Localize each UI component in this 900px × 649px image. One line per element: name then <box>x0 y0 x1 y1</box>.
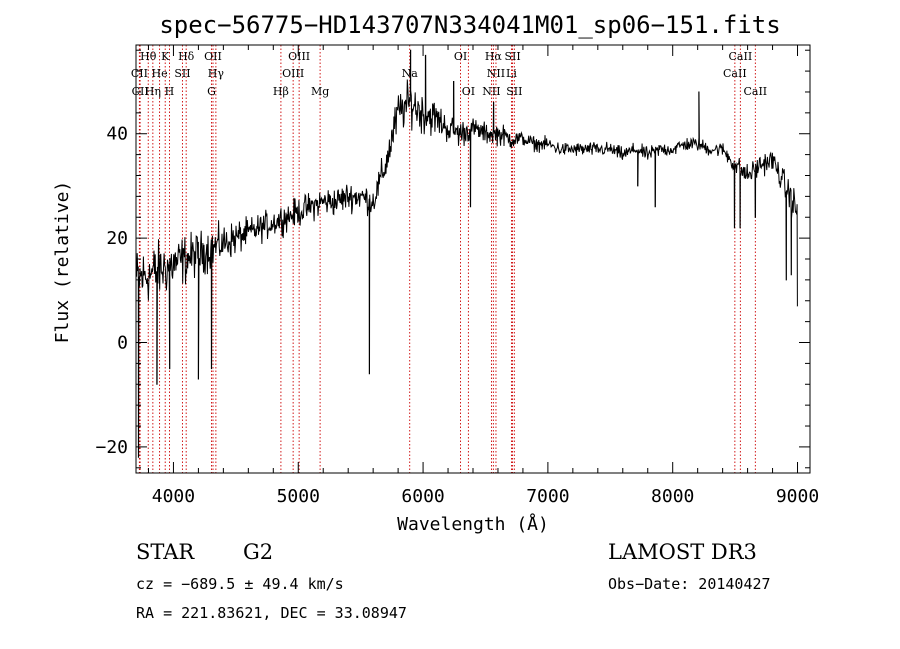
spectral-line-label: SII <box>504 50 520 63</box>
spectral-line-label: G <box>207 85 216 98</box>
spectral-line-label: SII <box>506 85 522 98</box>
spectral-line-label: OII <box>204 50 222 63</box>
x-axis-label: Wavelength (Å) <box>397 513 549 535</box>
obs-date: Obs−Date: 20140427 <box>608 575 771 593</box>
x-tick-label: 6000 <box>401 486 444 507</box>
axis-ticks: 4000 5000 6000 7000 8000 9000 −20 0 20 40 <box>95 45 819 507</box>
spectral-line-label: CaII <box>743 85 767 98</box>
x-tick-label: 4000 <box>152 486 195 507</box>
y-tick-label: 40 <box>106 124 128 145</box>
spectral-line-label: OI <box>462 85 475 98</box>
object-subclass: G2 <box>243 540 274 564</box>
y-tick-label: −20 <box>95 437 128 458</box>
spectral-line-label: He <box>152 67 168 80</box>
y-axis-label: Flux (relative) <box>52 181 73 344</box>
spectral-line-label: OI <box>454 50 467 63</box>
coordinates: RA = 221.83621, DEC = 33.08947 <box>136 604 407 622</box>
survey-name: LAMOST DR3 <box>608 540 757 564</box>
spectral-line-label: Hθ <box>140 50 157 63</box>
spectral-line-label: OIII <box>282 67 304 80</box>
plot-frame <box>135 44 811 474</box>
spectral-line-label: Hδ <box>178 50 195 63</box>
chart-title: spec−56775−HD143707N334041M01_sp06−151.f… <box>159 11 780 39</box>
spectral-line-label: Li <box>506 67 517 80</box>
spectral-line-label: CaII <box>729 50 753 63</box>
redshift-readout: cz = −689.5 ± 49.4 km/s <box>136 575 344 593</box>
spectral-line-label: OIII <box>288 50 310 63</box>
x-tick-label: 7000 <box>526 486 569 507</box>
x-tick-label: 8000 <box>651 486 694 507</box>
spectral-line-label: Hγ <box>208 67 225 80</box>
spectral-line-label: Mg <box>311 85 329 98</box>
spectral-line-label: NII <box>487 67 505 80</box>
spectral-line-label: SII <box>174 67 190 80</box>
x-tick-label: 5000 <box>277 486 320 507</box>
spectral-line-label: H <box>165 85 175 98</box>
spectrum-line <box>136 49 798 458</box>
spectral-line-label: CII <box>131 67 148 80</box>
x-tick-label: 9000 <box>776 486 819 507</box>
spectral-line-label: K <box>161 50 170 63</box>
spectral-line-label: NII <box>482 85 500 98</box>
spectrum-series <box>136 49 798 458</box>
spectral-line-label: Hα <box>485 50 503 63</box>
spectral-line-label: Hβ <box>273 85 289 98</box>
spectral-line-markers <box>138 45 756 473</box>
y-tick-label: 20 <box>106 228 128 249</box>
spectral-line-label: CaII <box>723 67 747 80</box>
spectral-line-label: Hη <box>145 85 161 98</box>
y-tick-label: 0 <box>117 333 128 354</box>
object-class: STAR <box>136 540 195 564</box>
